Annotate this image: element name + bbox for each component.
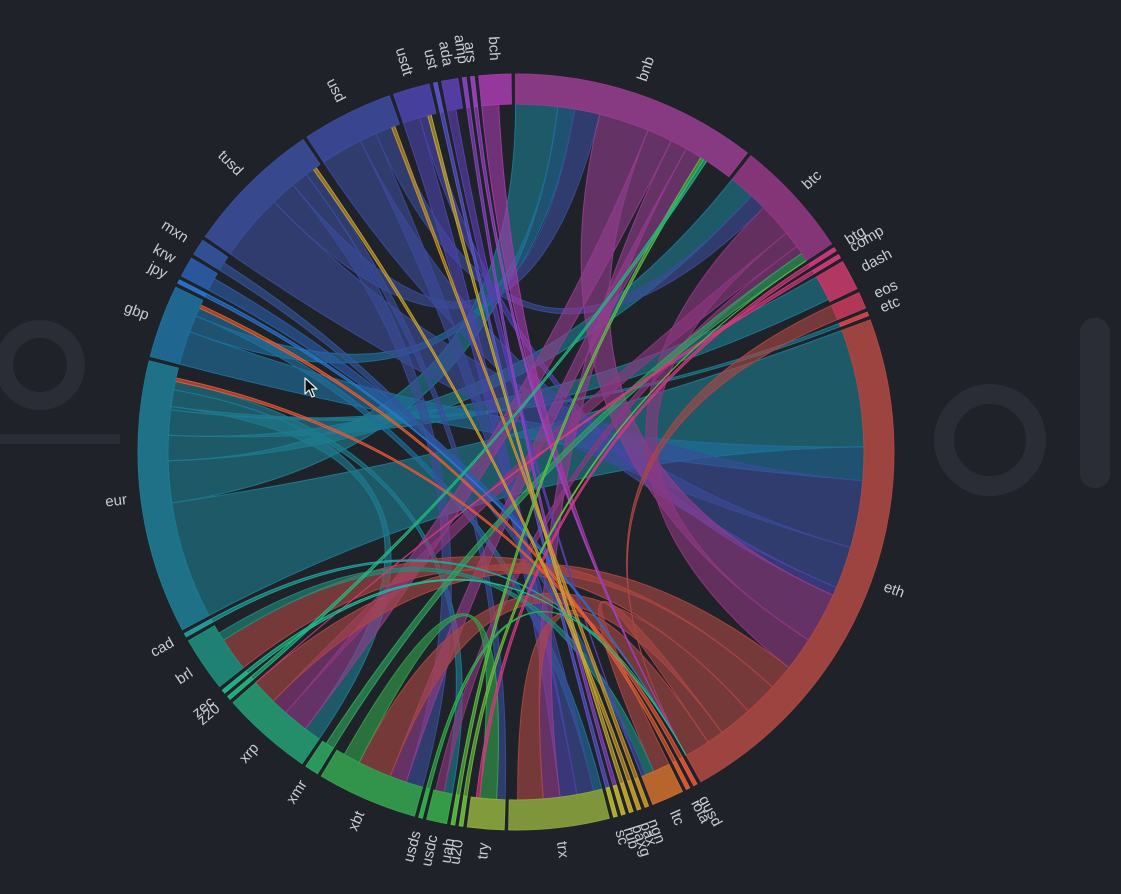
ribbon-usds-eth[interactable] [425, 611, 687, 790]
label-ust: ust [420, 48, 441, 72]
arc-eos[interactable] [830, 292, 867, 321]
arc-xmr[interactable] [305, 740, 334, 775]
ribbon-comp-xrp[interactable] [255, 269, 816, 684]
arc-iota[interactable] [672, 760, 691, 791]
label-brl: brl [173, 665, 196, 688]
label-usd: usd [323, 76, 349, 105]
arc-krw[interactable] [180, 257, 218, 291]
arc-eth[interactable] [685, 319, 895, 783]
arc-brl[interactable] [187, 625, 244, 688]
arc-ltc[interactable] [641, 763, 684, 806]
arc-usdc[interactable] [426, 789, 453, 825]
arc-gbp[interactable] [149, 286, 204, 365]
label-bnb: bnb [634, 54, 658, 83]
arc-usdt[interactable] [392, 83, 437, 124]
label-btc: btc [799, 167, 826, 193]
label-ltc: ltc [666, 807, 688, 828]
arc-u20[interactable] [458, 795, 468, 827]
label-u20: u20 [446, 839, 466, 866]
chord-ribbons [167, 103, 865, 801]
label-eth: eth [881, 578, 906, 601]
label-mxn: mxn [158, 217, 191, 247]
arc-z20[interactable] [226, 676, 254, 700]
arc-comp[interactable] [812, 253, 842, 274]
arc-btg[interactable] [808, 247, 837, 268]
arc-cad[interactable] [183, 618, 214, 638]
arc-ngn[interactable] [634, 777, 650, 808]
label-bch: bch [485, 36, 503, 61]
label-tusd: tusd [214, 147, 246, 179]
arc-zec[interactable] [221, 670, 249, 694]
arc-xrp[interactable] [232, 682, 320, 765]
arc-sc[interactable] [605, 786, 618, 818]
label-rub: rub [620, 825, 642, 851]
arc-usd[interactable] [306, 95, 401, 163]
label-try: try [474, 842, 492, 860]
mouse-cursor-icon [304, 377, 318, 398]
arc-xbt[interactable] [320, 749, 424, 817]
label-xmr: xmr [283, 777, 311, 807]
arc-try[interactable] [466, 796, 506, 831]
group-arcs [137, 73, 895, 831]
arc-paxg[interactable] [619, 782, 634, 814]
watermark-logo [0, 318, 1110, 496]
arc-bnb[interactable] [515, 73, 748, 178]
arc-etc[interactable] [838, 311, 870, 328]
arc-bch[interactable] [478, 73, 512, 107]
arc-eur[interactable] [137, 360, 210, 631]
arc-ada[interactable] [440, 77, 464, 112]
arc-btc[interactable] [731, 155, 833, 262]
label-gbp: gbp [122, 299, 151, 324]
label-usdc: usdc [418, 833, 441, 868]
label-xbt: xbt [345, 808, 369, 834]
arc-jpy[interactable] [177, 279, 207, 298]
arc-uah[interactable] [450, 794, 461, 826]
arc-tusd[interactable] [204, 138, 321, 255]
label-trx: trx [553, 840, 572, 859]
ribbon-ada-ltc[interactable] [446, 108, 643, 777]
arc-gusd[interactable] [678, 756, 698, 787]
arc-rub[interactable] [612, 784, 626, 816]
label-etc: etc [878, 293, 903, 316]
label-eur: eur [104, 491, 128, 511]
label-usdt: usdt [392, 46, 416, 79]
arc-pax[interactable] [627, 779, 642, 811]
arc-usds[interactable] [418, 787, 431, 819]
arc-ust[interactable] [432, 81, 444, 113]
label-amp: amp [450, 34, 471, 65]
ribbon-u20-btc[interactable] [463, 260, 807, 798]
ribbon-ars-eth[interactable] [473, 105, 687, 756]
arc-trx[interactable] [508, 788, 610, 831]
label-sc: sc [611, 828, 631, 847]
arc-amp[interactable] [461, 76, 471, 109]
label-ars: ars [460, 41, 479, 64]
label-uah: uah [437, 837, 458, 865]
label-ada: ada [435, 40, 456, 68]
arc-dash[interactable] [816, 261, 858, 303]
arc-mxn[interactable] [193, 239, 229, 271]
arc-ars[interactable] [470, 75, 479, 108]
label-cad: cad [148, 634, 177, 661]
ribbon-zec-eth[interactable] [245, 578, 687, 756]
label-xrp: xrp [236, 740, 263, 767]
